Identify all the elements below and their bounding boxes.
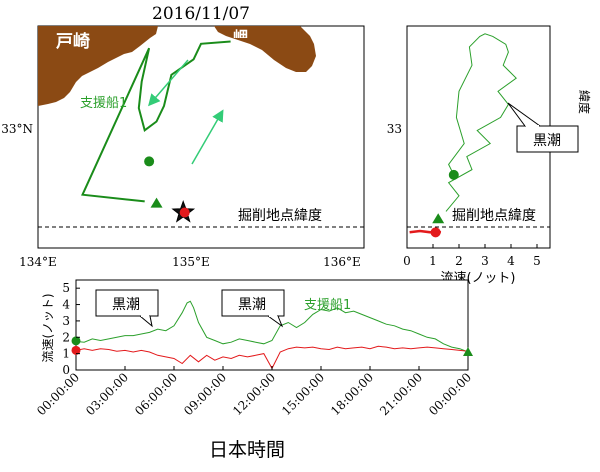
time-yticks-group: 0 1 2 3 4 5 [62,281,80,377]
lat-xtick-1: 1 [429,254,437,268]
lat-xticks-group: 0 1 2 3 4 5 [403,244,541,268]
time-xtick-8: 00:00:00 [426,370,474,418]
map-reference-label: 掘削地点緯度 [238,208,322,224]
time-xlabel: 日本時間 [209,439,285,461]
time-ytick-0: 0 [62,363,70,377]
land-left [38,26,158,106]
time-xtick-5: 15:00:00 [279,370,327,418]
map-xtick-0: 134°E [19,255,57,269]
lat-xtick-3: 3 [481,254,489,268]
lat-end-marker [432,213,445,224]
time-callout-0: 黒潮 [95,289,159,328]
map-title: 2016/11/07 [152,4,250,24]
lat-callout-shape [516,125,579,153]
time-callout-1: 黒潮 [221,289,285,328]
time-xtick-2: 06:00:00 [132,370,180,418]
map-xtick-1: 135°E [172,255,210,269]
lat-xtick-2: 2 [455,254,463,268]
map-track-line [81,40,231,203]
lat-xtick-4: 4 [507,254,515,268]
map-series-label: 支援船1 [80,96,127,111]
map-end-marker [150,197,163,208]
lat-callout-pointer [507,102,541,127]
lat-series-0 [445,33,517,212]
lat-callout: 黒潮 [507,102,579,153]
land-right [214,26,316,72]
time-callout-0-text: 黒潮 [112,297,140,313]
time-callout-1-shape [221,289,285,317]
time-callout-0-shape [95,289,159,317]
map-panel: 戸崎 岬 掘削地点緯度 支援船1 2016/11/07 134°E 135°E … [1,4,365,269]
time-series-0 [75,300,469,353]
map-arrow-down [148,59,189,107]
lat-ylabel: 緯度 [577,90,592,114]
place-label-0: 戸崎 [56,31,90,52]
time-callout-0-pointer [139,315,153,328]
lat-xtick-5: 5 [533,254,541,268]
time-start-marker [71,336,81,346]
lat-ytick-0: 33 [387,122,402,136]
time-ytick-1: 1 [62,347,70,361]
time-xtick-1: 03:00:00 [83,370,131,418]
time-xtick-0: 00:00:00 [34,370,82,418]
time-ytick-2: 2 [62,330,70,344]
time-xtick-7: 21:00:00 [377,370,425,418]
map-ytick-0: 33°N [1,122,33,136]
time-ytick-3: 3 [62,314,70,328]
time-xtick-6: 18:00:00 [328,370,376,418]
time-callout-1-pointer [267,315,284,328]
map-start-marker [144,156,155,167]
map-red-marker [179,207,190,218]
lat-lines-group [409,33,517,238]
lat-callout-text: 黒潮 [533,133,561,149]
time-callout-1-text: 黒潮 [238,297,266,313]
lat-xtick-0: 0 [403,254,411,268]
lat-reference-label: 掘削地点緯度 [452,208,536,224]
map-xtick-2: 136°E [323,255,361,269]
time-ytick-4: 4 [62,298,70,312]
time-end-marker [463,347,473,356]
time-legend-text: 支援船1 [304,298,351,313]
time-xtick-3: 09:00:00 [181,370,229,418]
time-red-start-marker [71,345,81,355]
time-xtick-4: 12:00:00 [230,370,278,418]
time-ylabel: 流速(ノット) [41,293,55,362]
lat-red-marker [430,227,441,238]
map-arrow-up [191,109,224,165]
map-track-group [81,40,231,223]
lat-start-marker [448,169,459,180]
time-ytick-5: 5 [62,281,70,295]
time-xticks-group: 00:00:00 03:00:00 06:00:00 09:00:00 12:00:00… [34,366,474,418]
